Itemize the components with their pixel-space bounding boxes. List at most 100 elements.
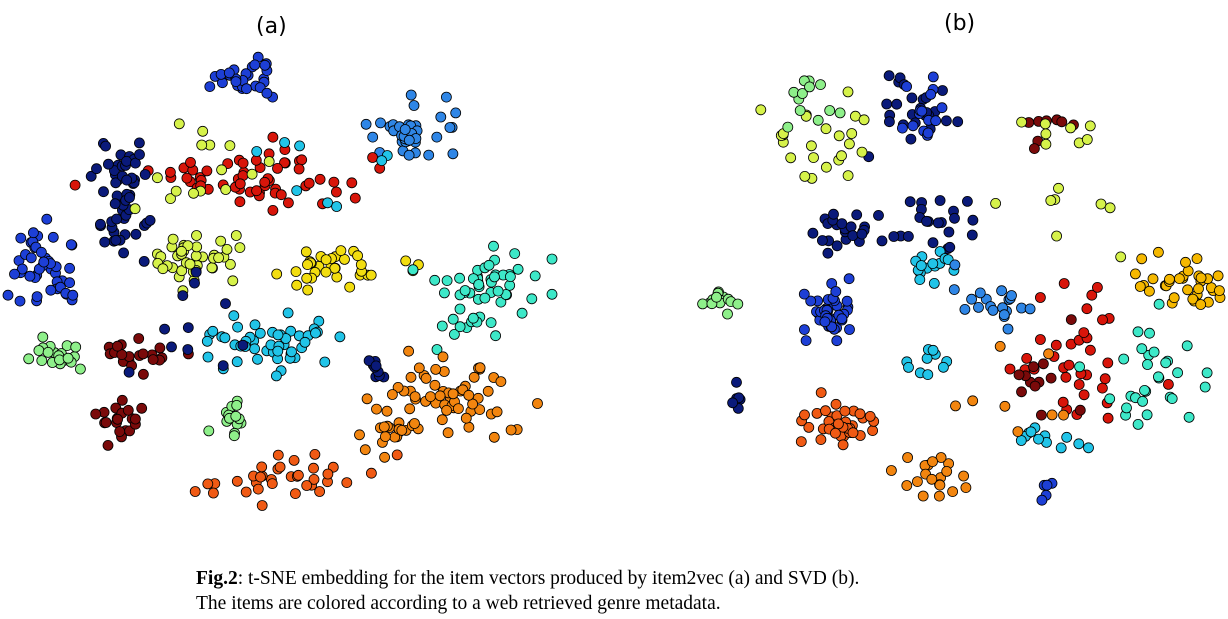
scatter-point xyxy=(1182,284,1194,296)
scatter-point xyxy=(1191,253,1203,265)
scatter-point xyxy=(546,288,558,300)
scatter-point xyxy=(994,340,1006,352)
scatter-point xyxy=(1037,358,1049,370)
scatter-point xyxy=(157,263,169,275)
scatter-point xyxy=(447,313,459,325)
scatter-point xyxy=(1084,120,1096,132)
scatter-point xyxy=(279,137,291,148)
scatter-point xyxy=(1181,340,1193,352)
scatter-point xyxy=(224,258,236,270)
scatter-point xyxy=(930,115,942,127)
scatter-point xyxy=(282,307,294,319)
scatter-point xyxy=(806,140,817,152)
scatter-point xyxy=(1152,246,1164,258)
scatter-point xyxy=(959,303,971,315)
scatter-point xyxy=(1033,433,1044,445)
scatter-point xyxy=(118,247,129,259)
scatter-point xyxy=(903,361,914,373)
scatter-point xyxy=(408,100,420,111)
scatter-point xyxy=(435,111,447,123)
scatter-point xyxy=(1016,386,1027,398)
scatter-point xyxy=(190,266,202,278)
scatter-point xyxy=(190,250,202,262)
scatter-point xyxy=(67,289,79,301)
scatter-point xyxy=(213,252,225,264)
scatter-point xyxy=(805,295,817,307)
scatter-point xyxy=(999,400,1011,412)
scatter-point xyxy=(1065,314,1077,326)
scatter-point xyxy=(495,376,507,388)
scatter-point xyxy=(436,414,448,426)
scatter-point xyxy=(137,348,149,360)
scatter-point xyxy=(941,465,953,477)
scatter-point xyxy=(159,323,171,335)
scatter-point xyxy=(189,277,200,289)
scatter-point xyxy=(379,431,391,443)
scatter-point xyxy=(271,268,283,280)
scatter-point xyxy=(272,162,283,174)
scatter-point xyxy=(425,391,436,403)
scatter-point xyxy=(330,186,342,198)
scatter-point xyxy=(1040,138,1052,150)
scatter-point xyxy=(176,265,188,277)
scatter-point xyxy=(379,451,391,463)
scatter-point xyxy=(974,287,986,299)
scatter-point xyxy=(1045,195,1057,206)
scatter-point xyxy=(230,76,242,87)
scatter-point xyxy=(1046,409,1058,421)
scatter-point xyxy=(1129,268,1141,280)
scatter-point xyxy=(785,152,797,164)
scatter-point xyxy=(722,308,733,320)
scatter-point xyxy=(1039,118,1051,130)
scatter-point xyxy=(1058,409,1069,421)
scatter-point xyxy=(202,478,214,490)
scatter-point xyxy=(409,418,420,429)
scatter-point xyxy=(883,70,895,82)
scatter-point xyxy=(129,413,141,425)
scatter-point xyxy=(399,124,411,135)
scatter-point xyxy=(858,114,870,126)
scatter-point xyxy=(1040,128,1052,140)
scatter-point xyxy=(237,339,249,351)
scatter-point xyxy=(927,71,939,83)
scatter-point xyxy=(925,89,937,100)
scatter-point xyxy=(922,369,934,381)
scatter-point xyxy=(509,248,521,260)
scatter-point xyxy=(279,157,290,169)
scatter-point xyxy=(300,246,312,258)
scatter-point xyxy=(396,424,408,436)
scatter-point xyxy=(856,146,868,158)
scatter-point xyxy=(1139,384,1150,396)
scatter-point xyxy=(45,284,57,296)
scatter-point xyxy=(902,452,914,463)
scatter-point xyxy=(220,298,231,310)
scatter-point xyxy=(960,482,972,494)
scatter-point xyxy=(731,376,742,388)
scatter-point xyxy=(129,157,141,169)
scatter-point xyxy=(170,185,182,197)
scatter-point xyxy=(191,241,203,253)
scatter-point xyxy=(441,275,453,287)
scatter-point xyxy=(1183,411,1195,423)
scatter-point xyxy=(1043,348,1055,360)
scatter-point xyxy=(207,325,219,337)
scatter-point xyxy=(173,118,185,130)
scatter-point xyxy=(423,149,435,161)
scatter-point xyxy=(1013,369,1025,381)
scatter-point xyxy=(1081,134,1093,145)
scatter-point xyxy=(133,137,145,149)
scatter-point xyxy=(474,362,486,374)
scatter-point xyxy=(429,274,441,286)
scatter-point xyxy=(842,86,854,98)
scatter-point xyxy=(1091,281,1103,293)
scatter-point xyxy=(836,218,848,230)
scatter-point xyxy=(256,500,268,511)
scatter-point xyxy=(167,233,179,245)
scatter-point xyxy=(259,176,271,188)
scatter-point xyxy=(123,366,135,378)
scatter-point xyxy=(375,117,386,129)
scatter-point xyxy=(249,343,261,355)
scatter-point xyxy=(403,134,415,146)
scatter-point xyxy=(906,92,918,104)
scatter-point xyxy=(966,229,978,241)
